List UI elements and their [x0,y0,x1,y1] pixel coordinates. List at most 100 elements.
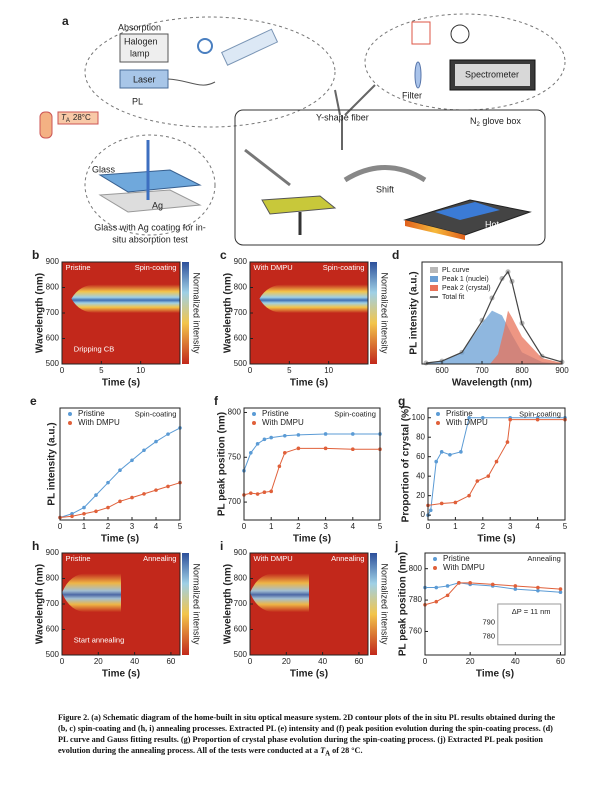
legend-label: Pristine [262,409,289,418]
data-point [448,452,452,457]
annotation: ΔP = 11 nm [512,607,551,616]
figure: a Absorption Halogen lamp Laser PL Filte… [30,13,569,680]
inset-box [497,603,562,646]
y-tick-label: 900 [234,257,248,266]
data-point [468,581,472,585]
data-point [154,488,158,492]
y-axis-label: Wavelength (nm) [35,273,46,353]
legend-label: Pristine [78,409,105,418]
x-tick-label: 20 [466,657,475,666]
y-tick-label: 500 [234,359,248,368]
y-axis-label: Wavelength (nm) [223,564,234,644]
data-point [558,587,563,591]
panel: PL curve Peak 1 (nuclei) Peak 2 (crystal) T… [392,248,569,388]
data-point [445,593,450,598]
label: Ag [152,200,163,210]
y-tick-label: 900 [46,548,60,557]
x-axis-label: Time (s) [290,378,328,389]
x-tick-label: 20 [94,657,103,666]
plot-frame [427,407,566,521]
x-tick-label: 0 [248,657,253,666]
data-point [82,505,86,510]
label: situ absorption test [112,234,188,244]
data-point [535,417,540,422]
data-point [351,432,355,436]
legend-label: With DMPU [443,563,485,572]
panel-label: i [220,539,223,553]
data-point [249,491,253,495]
data-point [106,505,110,510]
x-tick-label: 600 [435,366,449,375]
data-point [154,439,158,444]
pipette [244,148,291,187]
y-axis-label: PL intensity (a.u.) [47,422,58,505]
series-line [59,427,181,518]
data-point [505,440,510,444]
y-tick-label: 600 [46,334,60,343]
x-axis-label: Time (s) [101,534,139,545]
annotation: 780 [482,632,495,641]
data-point [428,508,433,513]
peak-area [490,310,562,364]
y-tick-label: 40 [416,471,425,480]
x-tick-label: 20 [282,657,291,666]
legend-label: Pristine [443,554,470,563]
plot-frame [424,552,566,656]
data-point [142,492,146,496]
data-point [513,584,518,588]
label: T [61,113,67,122]
panel-label: f [214,394,219,408]
thermometer [39,111,53,139]
panel-label: e [30,394,37,408]
data-point [513,587,518,591]
legend-label: Peak 1 (nuclei) [442,276,489,283]
legend-label: Pristine [446,409,473,418]
series-line [427,417,565,516]
y-tick-label: 700 [234,599,248,608]
fiber [167,78,216,86]
panel: Normalized intensity 0 20 40 60 500 600 700 800 9… [220,539,390,679]
label: Halogen [124,36,158,46]
legend-label: Peak 2 (crystal) [442,285,491,292]
legend-key [433,557,437,561]
series-line [243,447,380,496]
fiber-end [450,24,470,44]
y-tick-label: 800 [46,283,60,292]
annotation: Pristine [66,263,91,272]
halogen-lamp [119,33,169,63]
label: Filter [402,90,422,100]
x-tick-label: 60 [354,657,363,666]
filter [414,61,422,89]
annotation: With DMPU [254,554,293,563]
legend-key [430,267,438,273]
data-point [296,433,301,437]
x-axis-label: Time (s) [102,669,140,680]
y-tick-label: 600 [234,334,248,343]
data-point [434,599,439,604]
data-point [255,442,260,446]
y-tick-label: 900 [46,257,60,266]
heatmap-band [259,284,368,313]
annotation: Annealing [527,554,560,563]
label: 28°C [73,113,91,122]
x-axis-label: Time (s) [102,378,140,389]
shift-arrow [343,165,427,183]
y-tick-label: 500 [234,650,248,659]
label: TA 28°C [61,113,91,123]
panel-label: g [398,394,405,408]
data-point [323,432,328,436]
heatmap-band [71,284,180,313]
caption-text: Figure 2. (a) Schematic diagram of the h… [58,713,556,755]
y-tick-label: 600 [46,625,60,634]
x-tick-label: 700 [475,366,489,375]
x-tick-label: 5 [287,366,292,375]
x-tick-label: 0 [242,522,247,531]
panel-label: j [394,539,398,553]
annotation: Spin-coating [135,410,177,419]
data-point [445,584,450,588]
data-point [262,437,267,442]
annotation: Spin-coating [135,263,177,272]
spectrometer-face [455,64,530,86]
substrate [261,195,337,215]
